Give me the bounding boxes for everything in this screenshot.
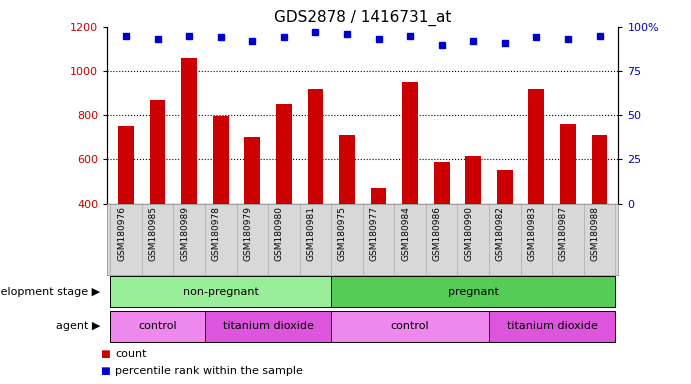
Bar bbox=[181, 58, 197, 204]
Text: ■: ■ bbox=[100, 366, 110, 376]
Text: GSM180986: GSM180986 bbox=[433, 206, 442, 261]
Text: percentile rank within the sample: percentile rank within the sample bbox=[115, 366, 303, 376]
Bar bbox=[370, 188, 386, 204]
Bar bbox=[434, 162, 450, 204]
Bar bbox=[339, 135, 355, 204]
Text: GSM180976: GSM180976 bbox=[117, 206, 126, 261]
Text: GSM180981: GSM180981 bbox=[306, 206, 315, 261]
Text: GSM180977: GSM180977 bbox=[370, 206, 379, 261]
Bar bbox=[245, 137, 261, 204]
Bar bbox=[111, 311, 205, 342]
Bar bbox=[560, 124, 576, 204]
Text: agent ▶: agent ▶ bbox=[56, 321, 100, 331]
Text: count: count bbox=[115, 349, 147, 359]
Bar bbox=[489, 311, 615, 342]
Text: development stage ▶: development stage ▶ bbox=[0, 287, 100, 297]
Bar bbox=[276, 104, 292, 204]
Bar bbox=[213, 116, 229, 204]
Bar bbox=[331, 311, 489, 342]
Text: GSM180987: GSM180987 bbox=[559, 206, 568, 261]
Bar bbox=[205, 311, 331, 342]
Text: GSM180980: GSM180980 bbox=[275, 206, 284, 261]
Bar bbox=[331, 276, 615, 307]
Bar bbox=[402, 82, 418, 204]
Text: control: control bbox=[138, 321, 177, 331]
Bar bbox=[591, 135, 607, 204]
Bar bbox=[497, 170, 513, 204]
Bar bbox=[111, 276, 331, 307]
Text: GSM180989: GSM180989 bbox=[180, 206, 189, 261]
Text: GSM180978: GSM180978 bbox=[211, 206, 220, 261]
Text: GSM180984: GSM180984 bbox=[401, 206, 410, 260]
Bar bbox=[529, 89, 545, 204]
Text: GSM180985: GSM180985 bbox=[149, 206, 158, 261]
Bar bbox=[465, 156, 481, 204]
Text: GSM180988: GSM180988 bbox=[591, 206, 600, 261]
Bar bbox=[118, 126, 134, 204]
Text: GSM180983: GSM180983 bbox=[527, 206, 536, 261]
Text: titanium dioxide: titanium dioxide bbox=[223, 321, 314, 331]
Bar bbox=[307, 89, 323, 204]
Text: titanium dioxide: titanium dioxide bbox=[507, 321, 598, 331]
Text: pregnant: pregnant bbox=[448, 287, 499, 297]
Text: GSM180982: GSM180982 bbox=[496, 206, 505, 260]
Text: non-pregnant: non-pregnant bbox=[183, 287, 258, 297]
Text: ■: ■ bbox=[100, 349, 110, 359]
Text: GSM180990: GSM180990 bbox=[464, 206, 473, 261]
Bar bbox=[150, 100, 166, 204]
Title: GDS2878 / 1416731_at: GDS2878 / 1416731_at bbox=[274, 9, 451, 25]
Text: GSM180979: GSM180979 bbox=[243, 206, 252, 261]
Text: GSM180975: GSM180975 bbox=[338, 206, 347, 261]
Text: control: control bbox=[391, 321, 429, 331]
